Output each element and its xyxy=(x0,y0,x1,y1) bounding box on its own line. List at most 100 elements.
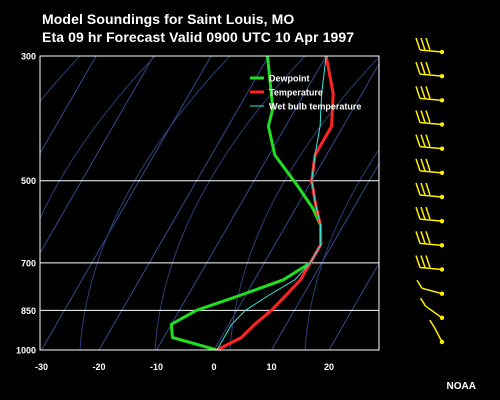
isotherm-line xyxy=(271,162,379,350)
wind-barb-dot xyxy=(439,339,445,345)
wind-barb xyxy=(419,297,445,321)
wind-barb-feather xyxy=(415,110,421,123)
wind-barb-feather xyxy=(415,158,421,172)
wind-barb-feather xyxy=(420,110,426,123)
wind-barb xyxy=(415,110,445,127)
wind-barb-dot xyxy=(439,218,445,224)
wind-barb-staff xyxy=(419,73,443,77)
wind-barb-feather xyxy=(415,182,421,196)
y-tick-label: 500 xyxy=(21,176,36,186)
x-tick-label: 20 xyxy=(324,362,334,372)
wind-barb-feather xyxy=(415,134,421,147)
wind-barb-staff xyxy=(419,194,443,198)
wind-barb-feather xyxy=(425,61,431,75)
wind-barb-feather xyxy=(415,61,421,75)
wind-barb-feather xyxy=(425,206,431,220)
wind-barb-feather xyxy=(415,206,421,220)
wind-barb-feather xyxy=(415,255,421,268)
wind-barb-dot xyxy=(439,49,445,55)
wind-barb-feather xyxy=(425,110,431,123)
series-line-wet-bulb-temperature xyxy=(216,56,327,350)
wind-barb-staff xyxy=(419,49,443,53)
wind-barb xyxy=(415,86,445,103)
wind-barb-dot xyxy=(439,98,445,103)
wind-barb-staff xyxy=(419,145,443,150)
wind-barb-staff xyxy=(419,170,443,174)
x-tick-label: -20 xyxy=(92,362,105,372)
wind-barb-feather xyxy=(419,297,427,307)
adiabat-line xyxy=(40,56,81,103)
adiabat-line xyxy=(304,148,379,350)
wind-barb-feather xyxy=(425,134,431,147)
wind-barb-feather xyxy=(420,37,426,51)
wind-barb-staff xyxy=(419,242,443,247)
legend-label: Temperature xyxy=(269,88,323,98)
wind-barb-feather xyxy=(425,231,431,244)
wind-barb xyxy=(415,231,445,248)
adiabat-line xyxy=(40,56,156,220)
legend-label: Wet bulb temperature xyxy=(269,102,361,112)
isotherm-line xyxy=(328,262,379,350)
wind-barb-feather xyxy=(420,61,426,75)
y-tick-label: 1000 xyxy=(16,346,36,356)
isotherm-line xyxy=(40,56,155,254)
wind-barb-staff xyxy=(425,305,443,319)
wind-barb xyxy=(415,206,445,224)
isotherm-line xyxy=(41,56,212,350)
wind-barb xyxy=(415,255,445,272)
wind-barb-feather xyxy=(420,255,426,268)
adiabat-line xyxy=(229,56,379,350)
wind-barb-feather xyxy=(415,231,421,244)
plot-frame xyxy=(39,55,380,351)
wind-barb-staff xyxy=(419,218,443,222)
wind-barb-dot xyxy=(439,194,445,200)
chart-subtitle: Eta 09 hr Forecast Valid 0900 UTC 10 Apr… xyxy=(42,29,355,45)
wind-barb-staff xyxy=(421,287,443,295)
wind-barb-feather xyxy=(420,206,426,220)
wind-barb-feather xyxy=(425,255,431,268)
wind-barb-dot xyxy=(439,170,445,176)
wind-barb xyxy=(415,37,445,55)
wind-barb-dot xyxy=(439,243,445,248)
wind-barb-dot xyxy=(439,267,445,272)
wind-barb-feather xyxy=(420,86,426,99)
wind-barb-feather xyxy=(425,182,431,196)
wind-barb-feather xyxy=(429,319,436,329)
isotherm-line xyxy=(40,56,97,155)
noaa-credit: NOAA xyxy=(446,381,476,392)
chart-title: Model Soundings for Saint Louis, MO xyxy=(42,11,295,27)
y-tick-label: 700 xyxy=(21,258,36,268)
wind-barb-feather xyxy=(420,158,426,172)
wind-barb xyxy=(415,134,445,151)
wind-barb-staff xyxy=(419,266,443,271)
x-tick-label: 0 xyxy=(211,362,216,372)
wind-barb-feather xyxy=(425,37,431,51)
wind-barb-feather xyxy=(416,279,423,289)
wind-barb-feather xyxy=(425,158,431,172)
adiabat-line xyxy=(79,56,231,350)
legend-label: Dewpoint xyxy=(269,74,310,84)
wind-barb xyxy=(415,61,445,79)
wind-barb xyxy=(416,279,445,296)
wind-barb-feather xyxy=(420,134,426,147)
wind-barb-staff xyxy=(419,97,443,102)
wind-barb xyxy=(429,319,445,345)
wind-barb xyxy=(415,182,445,200)
x-tick-label: -10 xyxy=(150,362,163,372)
y-tick-label: 850 xyxy=(21,306,36,316)
wind-barb-feather xyxy=(425,86,431,99)
isotherm-line xyxy=(98,56,270,350)
wind-barb-dot xyxy=(439,122,445,127)
wind-barb-feather xyxy=(415,86,421,99)
wind-barb-feather xyxy=(420,231,426,244)
wind-barb-dot xyxy=(439,73,445,79)
wind-barb-dot xyxy=(439,291,445,296)
wind-barb-dot xyxy=(439,146,445,151)
x-tick-label: 10 xyxy=(266,362,276,372)
wind-barb-feather xyxy=(420,182,426,196)
wind-barb-staff xyxy=(419,121,443,126)
wind-barb-dot xyxy=(439,315,445,321)
y-tick-label: 300 xyxy=(21,52,36,62)
